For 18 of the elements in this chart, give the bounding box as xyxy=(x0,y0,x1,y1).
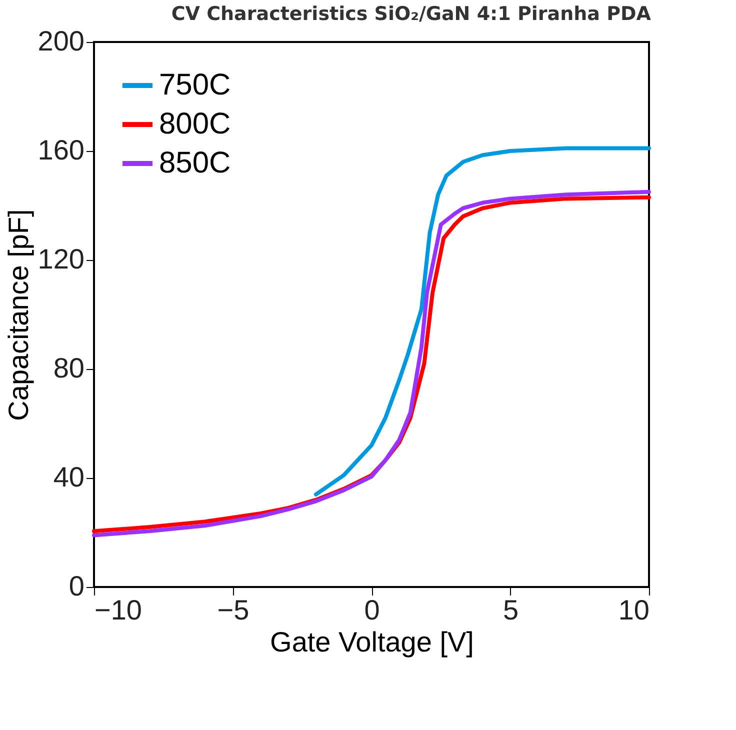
line-series xyxy=(314,146,651,496)
x-tick-label: 0 xyxy=(364,594,380,626)
y-tick-label: 80 xyxy=(53,352,84,384)
y-axis-title: Capacitance [pF] xyxy=(2,209,34,421)
x-axis-title: Gate Voltage [V] xyxy=(270,626,474,658)
x-tick-label: 10 xyxy=(618,594,650,626)
y-tick-label: 0 xyxy=(68,570,84,602)
chart-title: CV Characteristics SiO₂/GaN 4:1 Piranha PDA xyxy=(171,3,652,25)
x-tick-label: −5 xyxy=(217,594,250,626)
legend-label: 800C xyxy=(159,108,231,140)
x-tick-label: 5 xyxy=(502,594,519,626)
y-tick-label: 40 xyxy=(53,462,84,492)
y-tick-label: 160 xyxy=(38,134,84,166)
x-tick-label: −10 xyxy=(94,594,142,626)
y-tick-label: 120 xyxy=(38,244,84,274)
legend-label: 850C xyxy=(159,146,231,180)
y-tick-label: 200 xyxy=(38,26,84,56)
legend-label: 750C xyxy=(159,68,231,102)
